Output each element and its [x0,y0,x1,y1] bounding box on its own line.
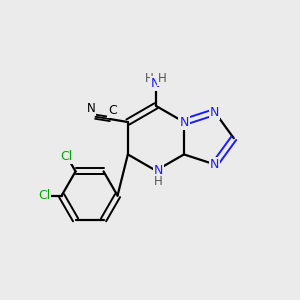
Text: H: H [158,72,167,85]
Text: N: N [87,102,95,115]
Text: H: H [145,72,154,85]
Text: N: N [210,106,219,118]
Text: N: N [179,116,189,128]
Text: Cl: Cl [61,150,73,163]
Text: C: C [108,104,117,117]
Text: Cl: Cl [38,189,50,202]
Text: N: N [151,77,160,90]
Text: N: N [210,158,219,171]
Text: N: N [154,164,163,177]
Text: H: H [154,175,163,188]
